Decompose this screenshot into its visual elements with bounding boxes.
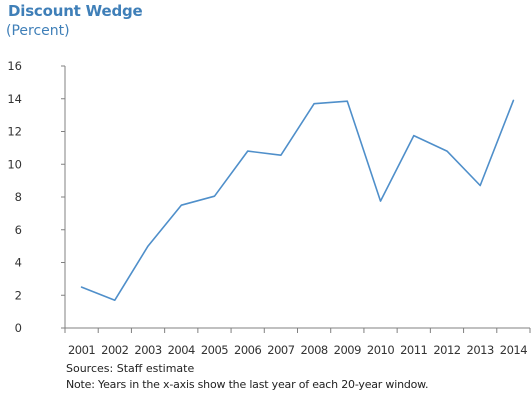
x-tick-label: 2014 xyxy=(500,343,527,357)
y-tick-label: 10 xyxy=(7,157,22,171)
x-tick-label: 2006 xyxy=(234,343,261,357)
y-tick-label: 2 xyxy=(15,288,22,302)
y-tick-label: 12 xyxy=(7,125,22,139)
y-tick-label: 14 xyxy=(7,92,22,106)
x-tick-label: 2002 xyxy=(101,343,128,357)
y-tick-label: 6 xyxy=(15,223,22,237)
y-tick-label: 4 xyxy=(15,256,22,270)
footnote: Note: Years in the x-axis show the last … xyxy=(66,378,429,391)
chart-subtitle: (Percent) xyxy=(6,23,70,39)
sources-note: Sources: Staff estimate xyxy=(66,362,195,375)
x-tick-label: 2005 xyxy=(201,343,228,357)
x-tick-label: 2003 xyxy=(134,343,161,357)
x-tick-label: 2013 xyxy=(467,343,494,357)
x-tick-label: 2010 xyxy=(367,343,394,357)
y-tick-label: 8 xyxy=(15,190,22,204)
x-tick-label: 2008 xyxy=(300,343,327,357)
x-tick-label: 2001 xyxy=(68,343,95,357)
x-tick-label: 2007 xyxy=(267,343,294,357)
line-chart: 0 2 4 6 8 10 12 14 16 2001 2002 2003 2004 2005 2006 200… xyxy=(7,59,531,357)
x-tick-label: 2011 xyxy=(400,343,427,357)
x-tick-label: 2009 xyxy=(334,343,361,357)
y-tick-label: 0 xyxy=(15,321,22,335)
x-tick-label: 2004 xyxy=(168,343,195,357)
y-tick-label: 16 xyxy=(7,59,22,73)
chart-title: Discount Wedge xyxy=(8,2,143,20)
x-tick-label: 2012 xyxy=(433,343,460,357)
series-line xyxy=(80,99,515,302)
